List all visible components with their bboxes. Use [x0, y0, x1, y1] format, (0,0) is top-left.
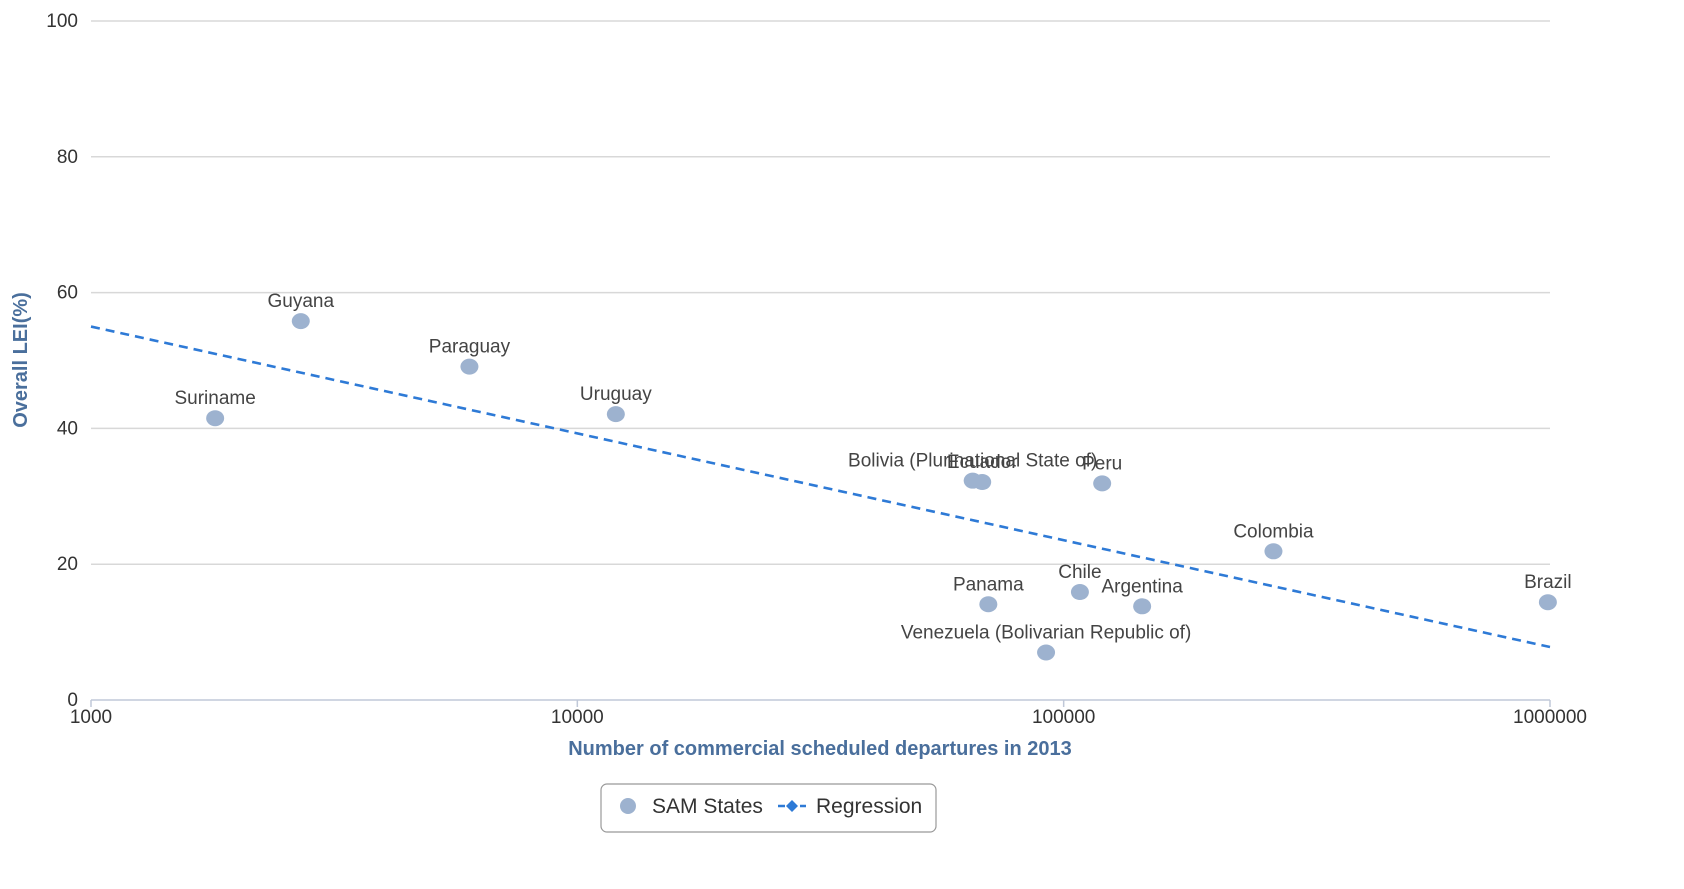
- point-ecuador: [973, 474, 992, 491]
- point-label-venezuela-bolivarian-republic-of: Venezuela (Bolivarian Republic of): [901, 622, 1191, 643]
- point-argentina: [1133, 598, 1152, 615]
- point-uruguay: [606, 406, 625, 423]
- y-tick-label-0: 0: [67, 690, 78, 711]
- point-label-colombia: Colombia: [1233, 521, 1314, 542]
- legend-label-regression: Regression: [816, 795, 922, 818]
- point-label-paraguay: Paraguay: [429, 337, 511, 358]
- y-tick-label-40: 40: [57, 418, 78, 439]
- y-tick-label-100: 100: [46, 11, 78, 32]
- point-label-bolivia-plurinational-state-of: Bolivia (Plurinational State of): [848, 451, 1097, 472]
- x-tick-label-1000: 1000: [70, 707, 112, 728]
- point-peru: [1093, 475, 1112, 492]
- point-guyana: [291, 313, 310, 330]
- regression-line: [90, 325, 1551, 649]
- point-label-panama: Panama: [953, 574, 1024, 595]
- point-label-chile: Chile: [1058, 562, 1101, 583]
- legend: SAM States Regression: [600, 783, 937, 833]
- x-tick-label-10000: 10000: [551, 707, 604, 728]
- point-venezuela-bolivarian-republic-of: [1037, 644, 1056, 661]
- point-label-ecuador: Ecuador: [947, 452, 1018, 473]
- legend-label-sam-states: SAM States: [652, 795, 763, 818]
- x-axis-title: Number of commercial scheduled departure…: [568, 738, 1072, 760]
- point-label-suriname: Suriname: [174, 388, 255, 409]
- point-label-uruguay: Uruguay: [580, 384, 652, 405]
- point-labels: Suriname Guyana Paraguay Uruguay Bolivia (Pl…: [174, 291, 1571, 643]
- x-tick-label-100000: 100000: [1032, 707, 1095, 728]
- point-label-brazil: Brazil: [1524, 572, 1572, 593]
- point-paraguay: [460, 358, 479, 375]
- x-tick-label-1000000: 1000000: [1513, 707, 1587, 728]
- point-brazil: [1538, 594, 1557, 611]
- point-label-argentina: Argentina: [1101, 576, 1183, 597]
- y-axis-title: Overall LEI(%): [10, 292, 32, 428]
- y-tick-label-60: 60: [57, 283, 78, 304]
- axes: 0 20 40 60 80 100 1000 10000 100000 1000000: [46, 11, 1587, 728]
- point-label-guyana: Guyana: [268, 291, 335, 312]
- point-colombia: [1264, 543, 1283, 560]
- legend-marker-sam-states: [620, 798, 636, 814]
- point-label-peru: Peru: [1082, 453, 1122, 474]
- y-tick-label-20: 20: [57, 554, 78, 575]
- gridlines: [91, 20, 1550, 565]
- y-tick-label-80: 80: [57, 147, 78, 168]
- point-panama: [979, 596, 998, 613]
- point-chile: [1070, 584, 1089, 601]
- point-suriname: [206, 410, 225, 427]
- legend-box: [600, 783, 937, 833]
- legend-marker-regression-diamond: [786, 800, 798, 812]
- series: [90, 313, 1557, 661]
